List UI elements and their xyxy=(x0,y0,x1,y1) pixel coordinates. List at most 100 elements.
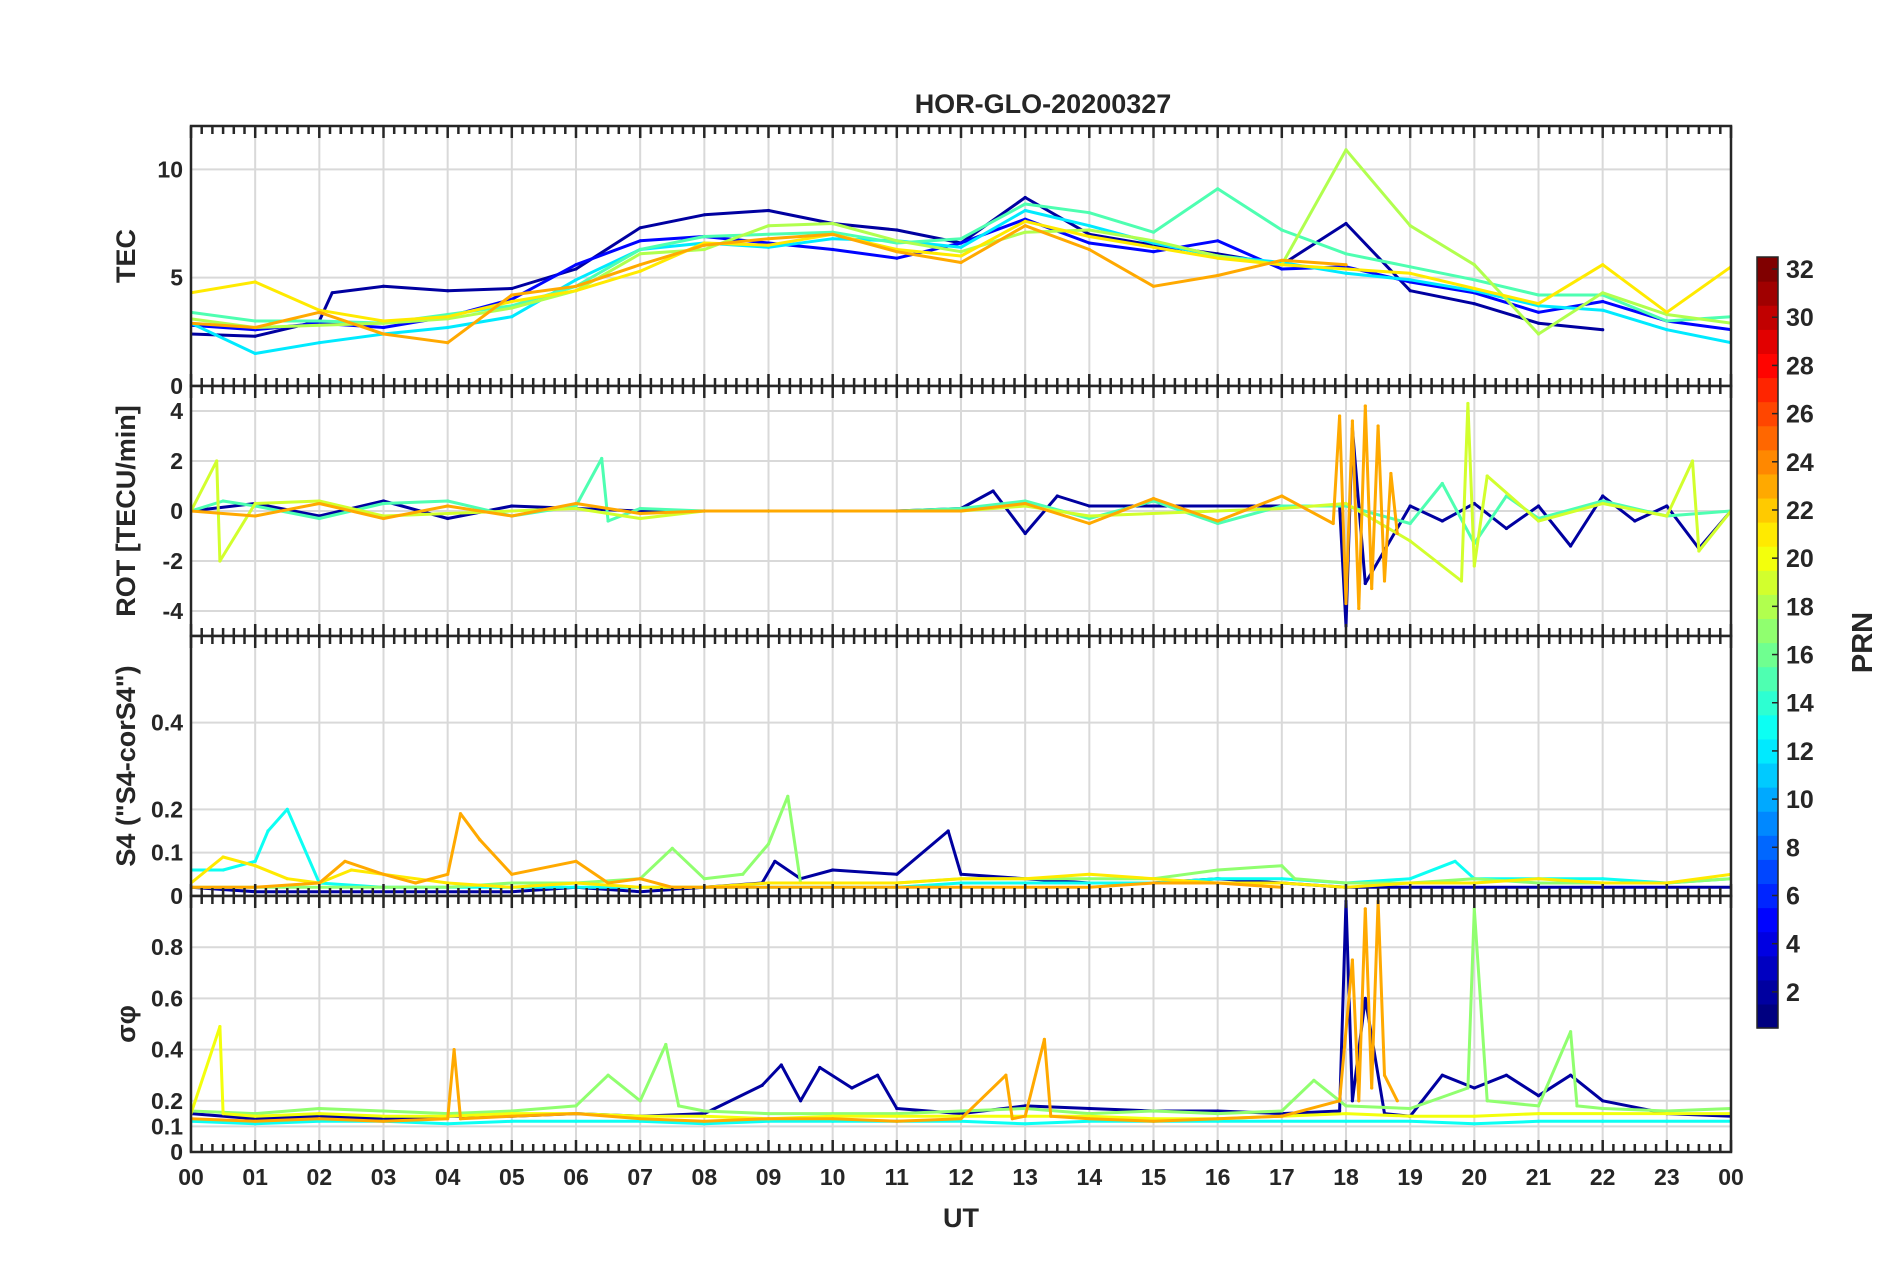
data-point xyxy=(1601,1106,1605,1111)
data-point xyxy=(317,1114,321,1118)
y-tick-label: 0.1 xyxy=(151,1113,183,1139)
data-point xyxy=(1087,516,1091,521)
panel-tec: 0 5 10 TEC xyxy=(111,124,1733,399)
data-point xyxy=(959,1119,963,1123)
data-point xyxy=(317,323,321,327)
data-point xyxy=(1087,224,1091,228)
data-point xyxy=(1536,1119,1541,1123)
data-point xyxy=(1023,499,1027,503)
y-tick-label: 0 xyxy=(170,1139,183,1165)
data-point xyxy=(574,289,578,293)
data-point xyxy=(959,254,963,258)
data-point xyxy=(1472,302,1476,306)
data-point xyxy=(946,829,950,833)
y-axis-label: ROT [TECU/min] xyxy=(111,405,141,616)
data-point xyxy=(1216,877,1220,881)
data-point xyxy=(1536,504,1541,508)
colorbar-segment xyxy=(1757,305,1778,330)
x-tick-label: 01 xyxy=(242,1164,268,1190)
data-point xyxy=(1440,481,1444,486)
data-point xyxy=(253,864,257,868)
series-line-prn-21 xyxy=(191,855,1731,889)
data-point xyxy=(895,1112,899,1116)
data-point xyxy=(766,842,771,846)
colorbar-segment xyxy=(1757,473,1778,499)
data-point xyxy=(1280,1119,1284,1123)
data-point xyxy=(895,250,899,254)
data-point xyxy=(638,269,642,273)
colorbar-segment xyxy=(1757,497,1778,523)
data-point xyxy=(1216,239,1220,243)
y-tick-label: 0.8 xyxy=(151,934,183,960)
colorbar-frame xyxy=(1756,256,1779,1029)
series-line-prn-19 xyxy=(191,402,1731,583)
y-tick-label: 0 xyxy=(170,373,183,399)
data-point xyxy=(1536,293,1541,297)
series-group xyxy=(191,401,1731,628)
data-point xyxy=(381,1117,386,1121)
data-point xyxy=(1216,521,1220,526)
data-point xyxy=(1216,1109,1220,1113)
colorbar-tick-label: 10 xyxy=(1786,786,1814,814)
data-point xyxy=(1151,250,1156,254)
data-point xyxy=(446,1122,450,1126)
data-point xyxy=(1023,1114,1027,1118)
data-point xyxy=(253,319,257,323)
data-point xyxy=(1344,881,1348,885)
data-point xyxy=(1280,494,1284,498)
colorbar-segment xyxy=(1757,762,1778,788)
data-point xyxy=(1087,234,1091,239)
data-point xyxy=(1408,881,1412,885)
data-point xyxy=(1485,474,1489,478)
colorbar-segment xyxy=(1757,425,1778,451)
data-point xyxy=(1440,519,1444,523)
data-point xyxy=(1280,263,1284,267)
x-tick-label: 07 xyxy=(627,1164,653,1190)
data-point xyxy=(253,351,257,356)
data-point xyxy=(285,807,289,811)
data-point xyxy=(1280,881,1284,885)
data-point xyxy=(895,881,899,885)
data-point xyxy=(1350,1099,1354,1103)
colorbar-segment xyxy=(1757,835,1778,860)
data-point xyxy=(1472,564,1476,568)
data-point xyxy=(330,291,334,295)
data-point xyxy=(317,319,321,323)
data-point xyxy=(1569,1030,1573,1034)
data-point xyxy=(831,1114,835,1118)
y-tick-label: 0 xyxy=(170,498,183,524)
data-point xyxy=(458,812,463,816)
data-point xyxy=(1440,1073,1444,1077)
data-point xyxy=(1293,877,1297,881)
data-point xyxy=(638,1117,642,1121)
data-point xyxy=(1216,1117,1220,1121)
series-line-prn-2 xyxy=(191,427,1731,628)
data-point xyxy=(1601,1112,1605,1116)
series-group xyxy=(191,148,1731,356)
colorbar-tick-label: 22 xyxy=(1786,497,1814,525)
data-point xyxy=(414,881,418,885)
data-point xyxy=(1665,514,1669,518)
data-point xyxy=(831,237,835,241)
data-point xyxy=(702,509,706,513)
data-point xyxy=(452,1048,456,1052)
data-point xyxy=(1087,872,1091,876)
data-point xyxy=(702,1112,706,1116)
data-point xyxy=(670,846,674,850)
data-point xyxy=(895,872,899,876)
y-tick-label: 0.4 xyxy=(151,710,183,736)
data-point xyxy=(510,1119,514,1123)
data-point xyxy=(959,1117,963,1121)
data-point xyxy=(574,1119,578,1123)
data-point xyxy=(1472,1114,1476,1118)
data-point xyxy=(253,1112,257,1116)
x-tick-label: 23 xyxy=(1654,1164,1680,1190)
data-point xyxy=(446,341,450,345)
data-point xyxy=(1216,1112,1220,1116)
data-point xyxy=(1023,195,1027,200)
data-point xyxy=(317,1119,321,1123)
data-point xyxy=(1536,877,1541,881)
data-point xyxy=(1601,494,1605,498)
data-point xyxy=(1216,1119,1220,1123)
data-point xyxy=(446,289,450,293)
